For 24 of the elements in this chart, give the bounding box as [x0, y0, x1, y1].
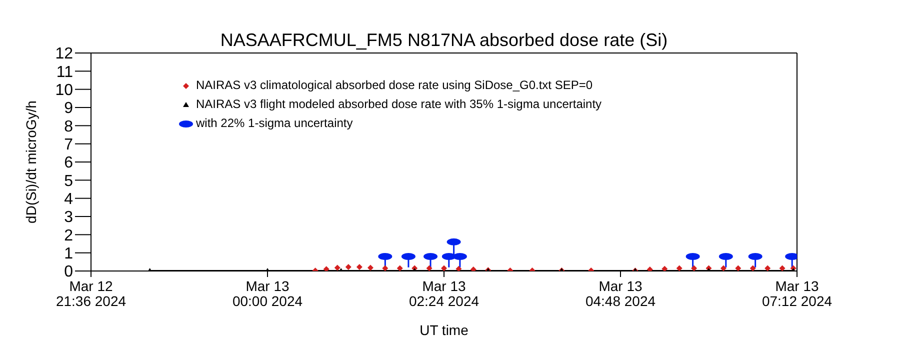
y-tick-label: 12	[55, 46, 74, 63]
legend-label: NAIRAS v3 climatological absorbed dose rate using SiDose_G0.txt SEP=0	[196, 77, 593, 94]
y-tick-label: 3	[64, 209, 74, 226]
y-tick-label: 5	[64, 172, 74, 190]
legend-label: NAIRAS v3 flight modeled absorbed dose rate with 35% 1-sigma uncertainty	[196, 96, 602, 113]
x-tick-label: Mar 13 00:00 2024	[232, 278, 303, 309]
x-tick-label: Mar 13 07:12 2024	[762, 278, 832, 309]
x-tick-label: Mar 13 04:48 2024	[585, 278, 656, 309]
x-tick-label: Mar 12 21:36 2024	[56, 278, 126, 309]
y-tick-label: 2	[64, 227, 74, 244]
y-tick-label: 7	[64, 136, 74, 154]
y-tick-label: 1	[64, 246, 74, 263]
x-axis-title: UT time	[420, 322, 469, 338]
legend-label: with 22% 1-sigma uncertainty	[196, 115, 353, 132]
y-tick-label: 6	[64, 154, 74, 172]
y-tick-label: 4	[64, 191, 74, 208]
y-tick-label: 10	[55, 82, 74, 100]
chart-title: NASAAFRCMUL_FM5 N817NA absorbed dose rate (Si)	[219, 30, 669, 51]
y-tick-label: 0	[64, 264, 74, 281]
y-tick-label: 9	[64, 100, 74, 118]
x-tick-label: Mar 13 02:24 2024	[408, 278, 480, 309]
y-tick-label: 8	[64, 118, 74, 136]
y-axis-title: dD(Si)/dt microGy/h	[22, 100, 39, 224]
y-tick-label: 11	[56, 64, 74, 81]
